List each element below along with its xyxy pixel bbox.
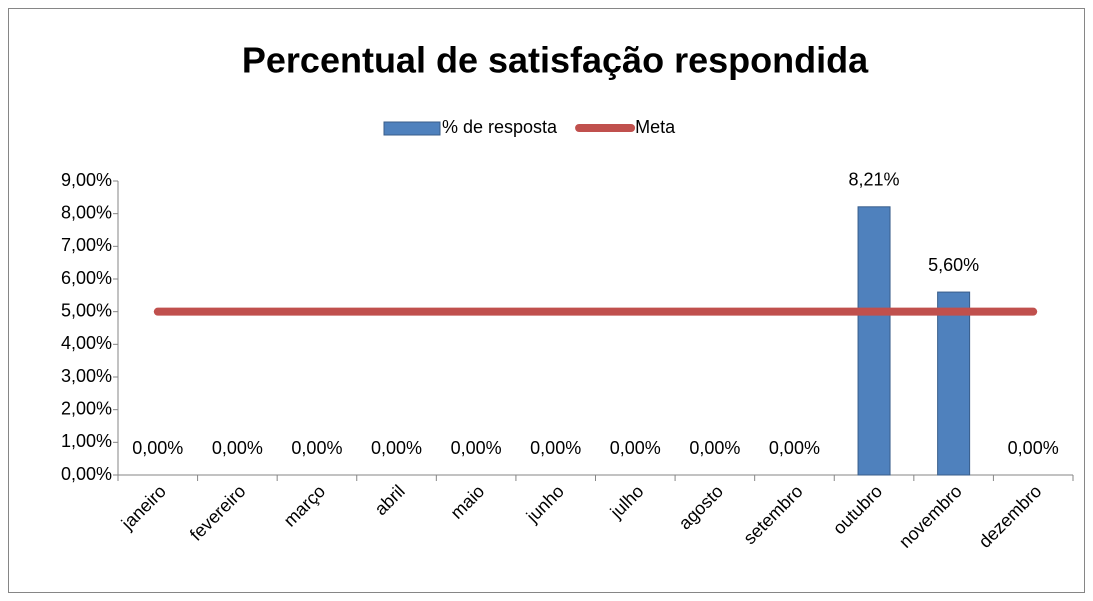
y-tick-label: 9,00% [61, 170, 112, 190]
data-label: 0,00% [769, 438, 820, 458]
data-label: 0,00% [1008, 438, 1059, 458]
legend-label: % de resposta [442, 117, 558, 137]
data-label: 0,00% [212, 438, 263, 458]
y-tick-label: 0,00% [61, 464, 112, 484]
data-label: 0,00% [530, 438, 581, 458]
y-tick-label: 3,00% [61, 366, 112, 386]
data-label: 0,00% [371, 438, 422, 458]
data-label: 0,00% [610, 438, 661, 458]
y-tick-label: 8,00% [61, 202, 112, 222]
data-label: 5,60% [928, 255, 979, 275]
bar [857, 206, 891, 476]
y-tick-label: 1,00% [61, 431, 112, 451]
data-label: 0,00% [689, 438, 740, 458]
data-label: 8,21% [849, 170, 900, 190]
y-tick-label: 7,00% [61, 235, 112, 255]
legend-swatch [383, 121, 441, 136]
data-label: 0,00% [291, 438, 342, 458]
data-label: 0,00% [451, 438, 502, 458]
chart-border [8, 8, 1085, 593]
data-label: 0,00% [132, 438, 183, 458]
y-tick-label: 4,00% [61, 333, 112, 353]
bar [937, 291, 971, 476]
y-tick-label: 5,00% [61, 300, 112, 320]
chart-title: Percentual de satisfação respondida [242, 40, 869, 81]
legend-label: Meta [635, 117, 676, 137]
y-tick-label: 6,00% [61, 268, 112, 288]
y-tick-label: 2,00% [61, 398, 112, 418]
